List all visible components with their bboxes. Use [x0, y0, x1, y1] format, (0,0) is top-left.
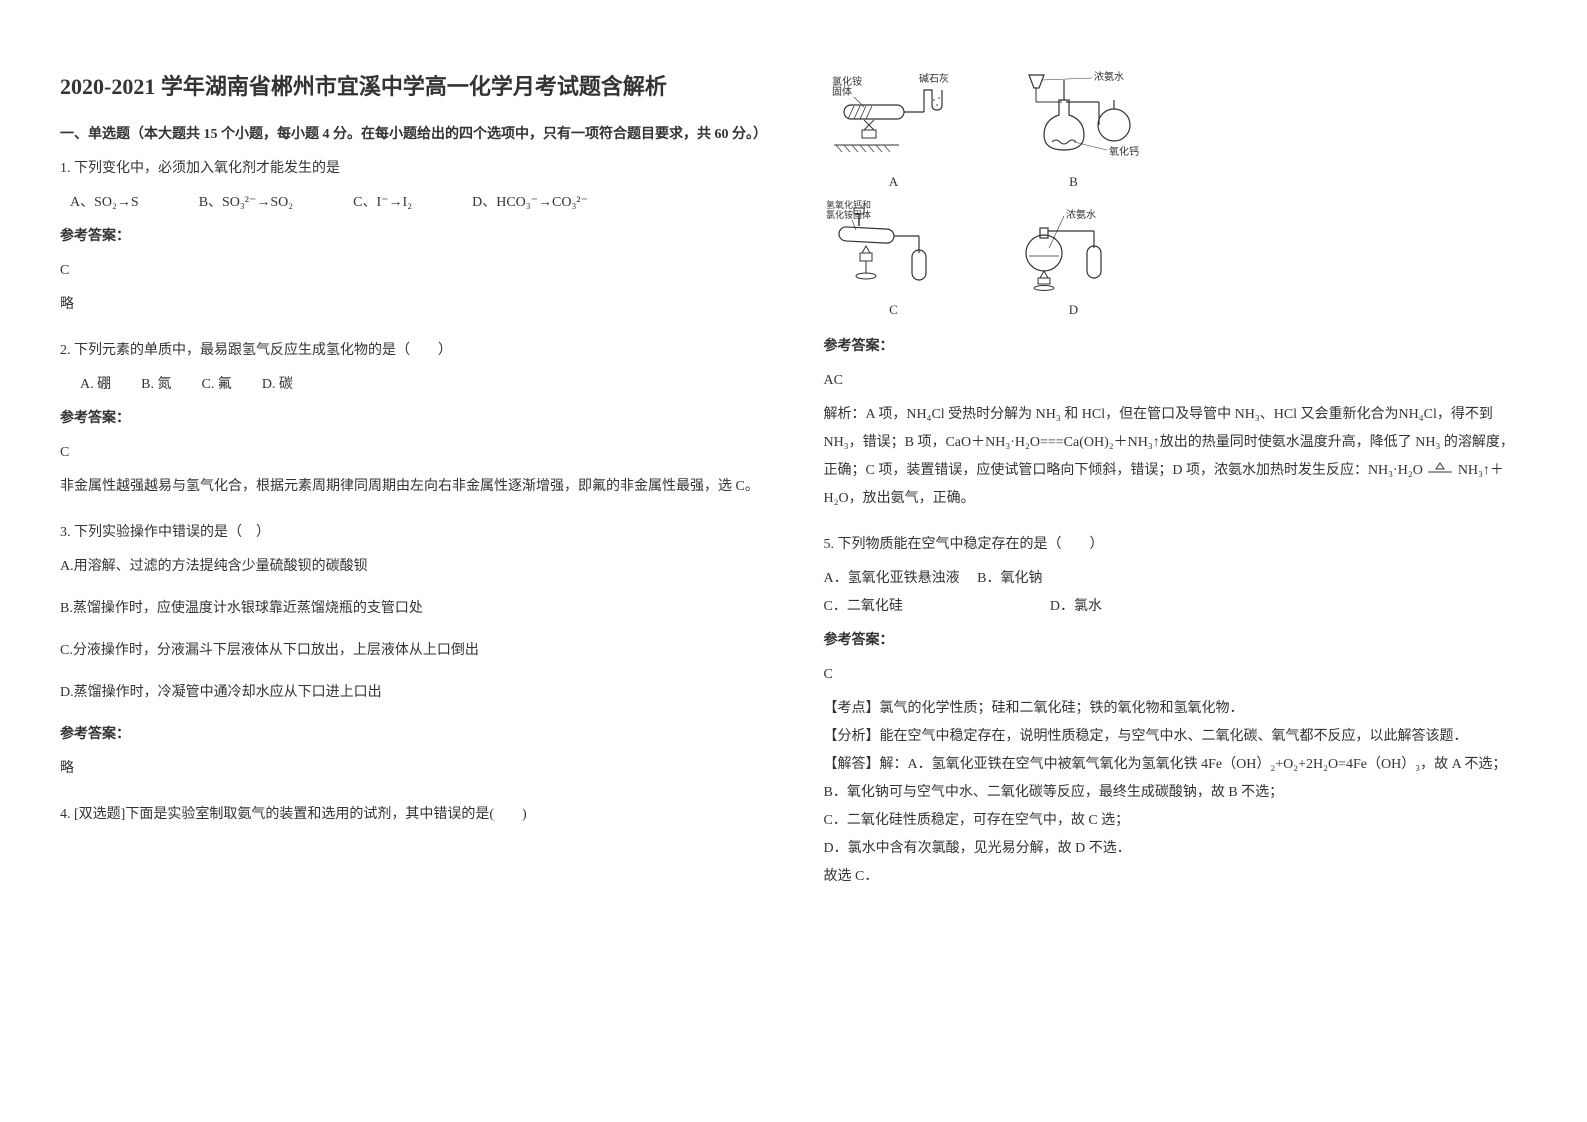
q3-optB: B.蒸馏操作时，应使温度计水银球靠近蒸馏烧瓶的支管口处 — [60, 595, 764, 623]
q2-answer-label: 参考答案： — [60, 405, 764, 433]
question-4: 4. [双选题]下面是实验室制取氨气的装置和选用的试剂，其中错误的是( ) — [60, 801, 764, 829]
svg-text:氯化铵固体: 氯化铵固体 — [826, 209, 871, 220]
svg-text:氧化钙: 氧化钙 — [1109, 145, 1139, 158]
diagram-B-label: B — [1004, 174, 1144, 190]
diagram-A-label: A — [824, 174, 964, 190]
q5-optC: C．二氧化硅 — [824, 599, 903, 614]
q1-optA: A、SO₂→S — [70, 189, 139, 217]
diagram-row-1: 氯化铵 固体 碱石灰 A — [824, 70, 1528, 190]
q4-explanation-part1: 解析：A 项，NH₄Cl 受热时分解为 NH₃ 和 HCl，但在管口及导管中 N… — [824, 407, 1514, 478]
q2-optB: B. 氮 — [141, 371, 171, 399]
svg-text:固体: 固体 — [832, 86, 852, 98]
q2-answer: C — [60, 439, 764, 467]
q5-conclusion: 故选 C． — [824, 863, 1528, 891]
q3-text: 3. 下列实验操作中错误的是（ ） — [60, 519, 764, 547]
question-2: 2. 下列元素的单质中，最易跟氢气反应生成氢化物的是（ ） A. 硼 B. 氮 … — [60, 337, 764, 501]
q1-answer-label: 参考答案： — [60, 223, 764, 251]
q4-answer-label: 参考答案： — [824, 333, 1528, 361]
q5-optD: D．氯水 — [1050, 599, 1102, 614]
q5-optB: B．氧化钠 — [977, 571, 1042, 586]
question-5: 5. 下列物质能在空气中稳定存在的是（ ） A．氢氧化亚铁悬浊液 B．氧化钠 C… — [824, 531, 1528, 891]
q4-explanation: 解析：A 项，NH₄Cl 受热时分解为 NH₃ 和 HCl，但在管口及导管中 N… — [824, 401, 1528, 513]
q2-text: 2. 下列元素的单质中，最易跟氢气反应生成氢化物的是（ ） — [60, 337, 764, 365]
q5-solve: 【解答】解：A．氢氧化亚铁在空气中被氧气氧化为氢氧化铁 4Fe（OH）₂+O₂+… — [824, 751, 1528, 779]
document-title: 2020-2021 学年湖南省郴州市宜溪中学高一化学月考试题含解析 — [60, 70, 764, 103]
q3-explanation: 略 — [60, 755, 764, 783]
q1-options: A、SO₂→S B、SO₃²⁻→SO₂ C、I⁻→I₂ D、HCO₃⁻→CO₃²… — [70, 189, 764, 217]
diagram-B: 浓氨水 氧化钙 B — [1004, 70, 1144, 190]
q4-answer: AC — [824, 367, 1528, 395]
svg-text:氢氧化钙和: 氢氧化钙和 — [826, 199, 871, 210]
q2-optC: C. 氟 — [201, 371, 231, 399]
q5-optA: A．氢氧化亚铁悬浊液 — [824, 571, 960, 586]
q1-text: 1. 下列变化中，必须加入氧化剂才能发生的是 — [60, 155, 764, 183]
svg-text:浓氨水: 浓氨水 — [1094, 70, 1124, 83]
q3-optA: A.用溶解、过滤的方法提纯含少量硫酸钡的碳酸钡 — [60, 553, 764, 581]
q3-answer-label: 参考答案： — [60, 721, 764, 749]
svg-text:浓氨水: 浓氨水 — [1066, 208, 1096, 221]
q5-answer: C — [824, 661, 1528, 689]
q1-answer: C — [60, 257, 764, 285]
q2-options: A. 硼 B. 氮 C. 氟 D. 碳 — [80, 371, 764, 399]
q3-optC: C.分液操作时，分液漏斗下层液体从下口放出，上层液体从上口倒出 — [60, 637, 764, 665]
q1-explanation: 略 — [60, 291, 764, 319]
question-3: 3. 下列实验操作中错误的是（ ） A.用溶解、过滤的方法提纯含少量硫酸钡的碳酸… — [60, 519, 764, 783]
apparatus-B-svg: 浓氨水 氧化钙 — [1004, 70, 1144, 165]
q5-options-row2: C．二氧化硅 D．氯水 — [824, 593, 1528, 621]
q5-point: 【考点】氯气的化学性质；硅和二氧化硅；铁的氧化物和氢氧化物． — [824, 695, 1528, 723]
apparatus-C-svg: 氢氧化钙和 氯化铵固体 — [824, 198, 964, 293]
q2-explanation: 非金属性越强越易与氢气化合，根据元素周期律同周期由左向右非金属性逐渐增强，即氟的… — [60, 473, 764, 501]
apparatus-A-svg: 氯化铵 固体 碱石灰 — [824, 70, 964, 165]
question-4-answer: 参考答案： AC 解析：A 项，NH₄Cl 受热时分解为 NH₃ 和 HCl，但… — [824, 333, 1528, 513]
q3-optD: D.蒸馏操作时，冷凝管中通冷却水应从下口进上口出 — [60, 679, 764, 707]
triangle-heat-icon — [1426, 457, 1454, 485]
q5-text: 5. 下列物质能在空气中稳定存在的是（ ） — [824, 531, 1528, 559]
q5-options-row1: A．氢氧化亚铁悬浊液 B．氧化钠 — [824, 565, 1528, 593]
svg-text:碱石灰: 碱石灰 — [919, 72, 949, 85]
q5-analysis: 【分析】能在空气中稳定存在，说明性质稳定，与空气中水、二氧化碳、氧气都不反应，以… — [824, 723, 1528, 751]
q4-text: 4. [双选题]下面是实验室制取氨气的装置和选用的试剂，其中错误的是( ) — [60, 801, 764, 829]
q2-optD: D. 碳 — [262, 371, 293, 399]
q1-optC: C、I⁻→I₂ — [353, 189, 412, 217]
diagram-C-label: C — [824, 302, 964, 318]
question-1: 1. 下列变化中，必须加入氧化剂才能发生的是 A、SO₂→S B、SO₃²⁻→S… — [60, 155, 764, 319]
diagram-A: 氯化铵 固体 碱石灰 A — [824, 70, 964, 190]
q5-solveC: C．二氧化硅性质稳定，可存在空气中，故 C 选； — [824, 807, 1528, 835]
section-heading: 一、单选题（本大题共 15 个小题，每小题 4 分。在每小题给出的四个选项中，只… — [60, 123, 764, 143]
diagram-D-label: D — [1004, 302, 1144, 318]
q5-solveB: B．氧化钠可与空气中水、二氧化碳等反应，最终生成碳酸钠，故 B 不选； — [824, 779, 1528, 807]
q1-optD: D、HCO₃⁻→CO₃²⁻ — [472, 189, 588, 217]
diagram-D: 浓氨水 D — [1004, 198, 1144, 318]
q4-diagrams: 氯化铵 固体 碱石灰 A — [824, 70, 1528, 318]
diagram-row-2: 氢氧化钙和 氯化铵固体 C — [824, 198, 1528, 318]
q1-optB: B、SO₃²⁻→SO₂ — [199, 189, 293, 217]
q5-solveD: D．氯水中含有次氯酸，见光易分解，故 D 不选． — [824, 835, 1528, 863]
diagram-C: 氢氧化钙和 氯化铵固体 C — [824, 198, 964, 318]
q2-optA: A. 硼 — [80, 371, 111, 399]
q5-answer-label: 参考答案： — [824, 627, 1528, 655]
left-column: 2020-2021 学年湖南省郴州市宜溪中学高一化学月考试题含解析 一、单选题（… — [60, 70, 764, 909]
right-column: 氯化铵 固体 碱石灰 A — [824, 70, 1528, 909]
apparatus-D-svg: 浓氨水 — [1004, 198, 1144, 293]
